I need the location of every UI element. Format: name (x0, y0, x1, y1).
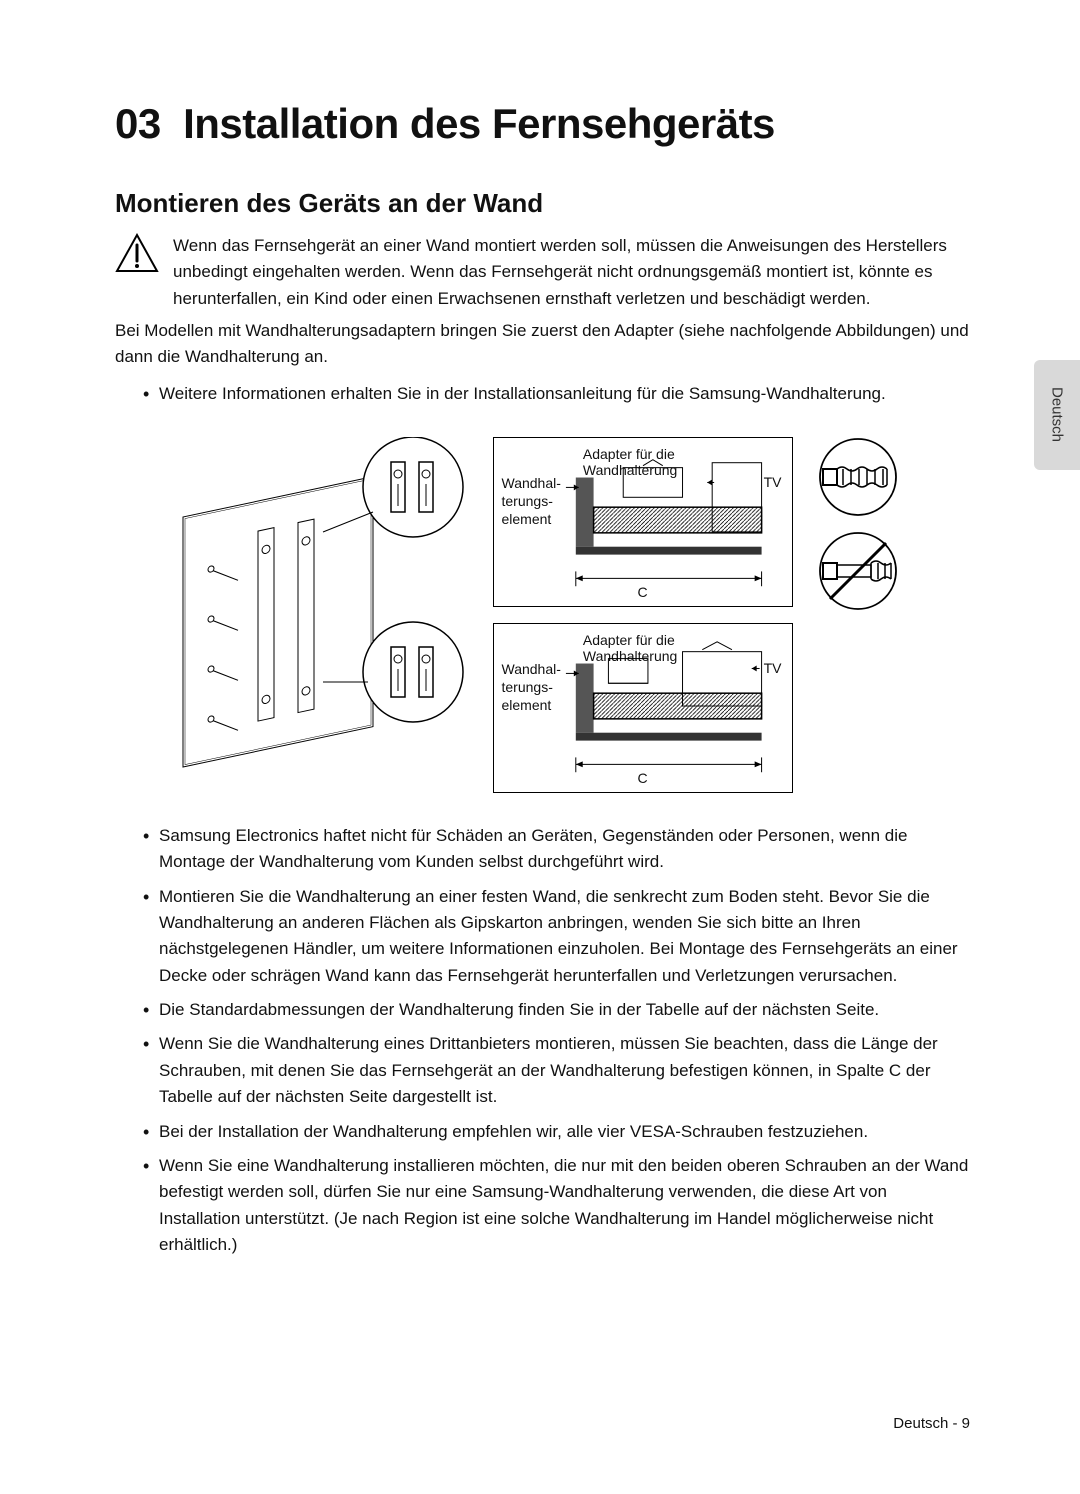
section-title-text: Installation des Fernsehgeräts (183, 100, 775, 147)
main-bullet-list: Samsung Electronics haftet nicht für Sch… (115, 823, 970, 1258)
list-item: Samsung Electronics haftet nicht für Sch… (143, 823, 970, 876)
diagram-row: Adapter für die Wandhalterung Wandhal-te… (115, 437, 970, 793)
adapter-diagram-2: Adapter für die Wandhalterung Wandhal-te… (493, 623, 793, 793)
section-number: 03 (115, 100, 161, 147)
tv-bracket-diagram (173, 437, 483, 777)
adapter-note: Bei Modellen mit Wandhalterungsadaptern … (115, 318, 970, 371)
adapter-diagrams: Adapter für die Wandhalterung Wandhal-te… (493, 437, 793, 793)
screw-icons (803, 437, 913, 611)
subsection-heading: Montieren des Geräts an der Wand (115, 188, 970, 219)
warning-icon (115, 233, 159, 273)
screw-allowed-icon (808, 437, 908, 517)
section-heading: 03 Installation des Fernsehgeräts (115, 100, 970, 148)
warning-block: Wenn das Fernsehgerät an einer Wand mont… (115, 233, 970, 312)
list-item: Bei der Installation der Wandhalterung e… (143, 1119, 970, 1145)
page-footer: Deutsch - 9 (893, 1415, 970, 1432)
screw-prohibited-icon (808, 531, 908, 611)
list-item: Wenn Sie die Wandhalterung eines Drittan… (143, 1031, 970, 1110)
warning-text: Wenn das Fernsehgerät an einer Wand mont… (173, 233, 970, 312)
list-item: Weitere Informationen erhalten Sie in de… (143, 381, 970, 407)
adapter-diagram-1: Adapter für die Wandhalterung Wandhal-te… (493, 437, 793, 607)
manual-page: Deutsch 03 Installation des Fernsehgerät… (0, 0, 1080, 1494)
list-item: Die Standardabmessungen der Wandhalterun… (143, 997, 970, 1023)
language-tab-label: Deutsch (1049, 387, 1066, 442)
list-item: Wenn Sie eine Wandhalterung installieren… (143, 1153, 970, 1258)
language-tab: Deutsch (1034, 360, 1080, 470)
list-item: Montieren Sie die Wandhalterung an einer… (143, 884, 970, 989)
pre-diagram-list: Weitere Informationen erhalten Sie in de… (115, 381, 970, 407)
